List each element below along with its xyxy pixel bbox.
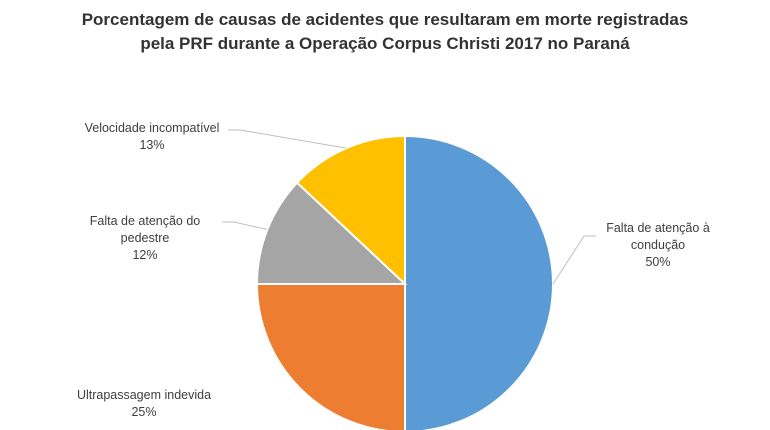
chart-title-line-2: pela PRF durante a Operação Corpus Chris… <box>140 34 630 53</box>
slice-percent: 50% <box>645 255 671 269</box>
slice-label: Falta de atenção do pedestre <box>89 214 201 245</box>
slice-label: Ultrapassagem indevida <box>76 388 212 402</box>
leader-line-velocidade-incompativel <box>228 129 347 149</box>
slice-label: Falta de atenção à condução <box>606 221 710 252</box>
data-label-falta-atencao-conducao: Falta de atenção à condução 50% <box>598 220 718 271</box>
data-label-falta-atencao-pedestre: Falta de atenção do pedestre 12% <box>70 213 220 264</box>
leader-lines <box>222 129 596 285</box>
pie-slice-ultrapassagem-indevida <box>255 283 406 430</box>
slice-percent: 13% <box>139 138 165 152</box>
leader-line-falta-atencao-pedestre <box>222 221 268 231</box>
pie-slice-falta-atencao-conducao <box>404 134 554 430</box>
slice-percent: 12% <box>132 248 158 262</box>
slice-percent: 25% <box>131 405 157 419</box>
chart-title-line-1: Porcentagem de causas de acidentes que r… <box>81 10 689 29</box>
data-label-velocidade-incompativel: Velocidade incompatível 13% <box>70 120 234 154</box>
chart-title: Porcentagem de causas de acidentes que r… <box>0 8 770 56</box>
pie-slice-falta-atencao-pedestre <box>255 181 408 285</box>
pie-slice-velocidade-incompativel <box>295 134 406 287</box>
pie-slices <box>255 134 554 430</box>
data-label-ultrapassagem-indevida: Ultrapassagem indevida 25% <box>64 387 224 421</box>
leader-line-falta-atencao-conducao <box>552 235 596 285</box>
slice-label: Velocidade incompatível <box>84 121 220 135</box>
